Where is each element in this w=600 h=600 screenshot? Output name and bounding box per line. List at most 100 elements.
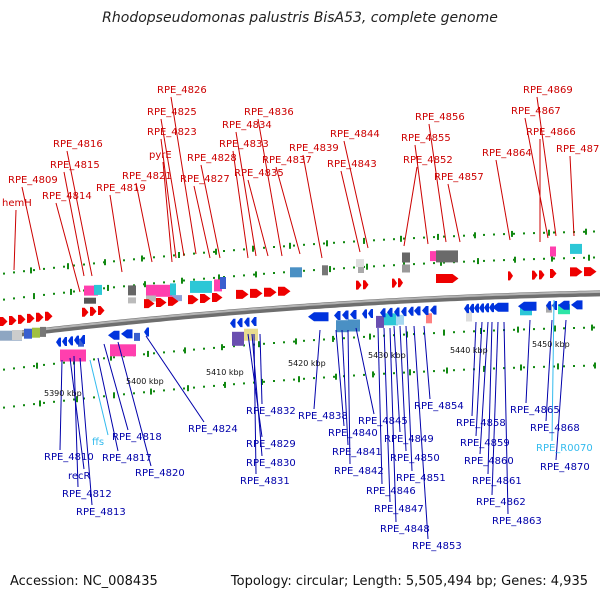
track-dot — [423, 332, 425, 335]
track-dot — [393, 372, 395, 375]
track-dot — [403, 333, 405, 336]
track-dot — [283, 379, 285, 382]
forward-gene — [356, 280, 362, 290]
feature-block — [94, 284, 102, 295]
leader-line — [69, 357, 85, 470]
gene-label-bottom: RPE_4824 — [188, 424, 238, 435]
leader-line — [63, 171, 85, 277]
reverse-gene — [546, 301, 551, 311]
reverse-gene — [414, 306, 421, 316]
track-tick — [104, 259, 106, 266]
track-dot — [53, 362, 55, 365]
gene-label-bottom: RPE_4812 — [62, 489, 112, 500]
gene-label-bottom: RPE_4868 — [530, 423, 580, 434]
track-dot — [273, 380, 275, 382]
track-dot — [163, 255, 165, 258]
track-dot — [353, 374, 355, 377]
forward-gene — [18, 314, 26, 324]
leader-line — [66, 150, 93, 277]
track-dot — [223, 346, 225, 348]
gene-label-top: RPE_4843 — [327, 159, 377, 170]
gene-label-top: RPE_4852 — [403, 155, 453, 166]
feature-block — [40, 326, 46, 337]
track-dot — [43, 401, 45, 404]
forward-gene — [168, 296, 179, 306]
track-dot — [303, 339, 305, 342]
leader-line — [393, 325, 401, 433]
track-tick — [406, 331, 408, 338]
leader-line — [251, 333, 263, 457]
gene-label-bottom: RPE_4829 — [246, 439, 296, 450]
feature-block — [128, 285, 136, 296]
gene-label-bottom: RPE_4859 — [460, 438, 510, 449]
feature-block — [60, 349, 86, 362]
track-dot — [403, 371, 405, 374]
track-dot — [363, 335, 365, 338]
forward-gene — [36, 312, 44, 322]
gene-label-top: RPE_4819 — [96, 183, 146, 194]
gene-label-bottom: RPE_4818 — [112, 432, 162, 443]
leader-line — [555, 319, 567, 461]
forward-gene — [90, 306, 97, 316]
track-dot — [263, 342, 265, 345]
track-dot — [303, 269, 305, 272]
gene-label-bottom: RPE_4841 — [332, 447, 382, 458]
gene-label-top: RPE_4814 — [42, 191, 92, 202]
track-dot — [513, 366, 515, 369]
track-dot — [93, 262, 95, 265]
forward-gene — [392, 278, 397, 288]
track-tick — [181, 277, 183, 284]
leader-line — [247, 179, 269, 257]
track-dot — [293, 378, 295, 381]
feature-block — [376, 315, 384, 328]
track-dot — [413, 333, 415, 336]
track-dot — [543, 365, 545, 368]
track-dot — [193, 348, 195, 351]
leader-line — [423, 325, 431, 400]
gene-label-top: pyrE — [149, 150, 172, 161]
track-dot — [413, 263, 415, 266]
track-dot — [143, 391, 145, 394]
track-tick — [187, 385, 189, 392]
feature-block — [402, 252, 410, 263]
track-tick — [511, 230, 513, 237]
forward-gene — [9, 315, 17, 325]
leader-line — [21, 186, 41, 271]
leader-line — [447, 183, 461, 243]
genome-backbone — [0, 290, 600, 340]
track-tick — [477, 258, 479, 265]
track-tick — [261, 378, 263, 385]
gene-label-top: RPE_4864 — [482, 148, 532, 159]
track-dot — [533, 328, 535, 331]
track-dot — [493, 367, 495, 370]
feature-block — [570, 243, 582, 254]
track-tick — [551, 255, 553, 262]
track-tick — [329, 266, 331, 273]
track-dot — [103, 287, 105, 290]
track-dot — [313, 269, 315, 272]
leader-line — [335, 329, 345, 427]
feature-block — [78, 338, 84, 347]
track-tick — [446, 367, 448, 374]
track-dot — [593, 326, 595, 329]
gene-label-bottom: RPE_4831 — [240, 476, 290, 487]
forward-gene — [264, 287, 277, 297]
reverse-gene — [422, 305, 429, 315]
backbone-layer — [0, 290, 600, 340]
gene-label-bottom: RPE_4862 — [476, 497, 526, 508]
feature-block — [348, 319, 360, 332]
track-dot — [193, 386, 195, 389]
leader-line — [302, 154, 323, 259]
track-tick — [369, 333, 371, 340]
reverse-gene — [484, 303, 489, 313]
track-dot — [73, 398, 75, 401]
leader-line — [405, 325, 413, 472]
forward-gene — [200, 294, 211, 304]
scale-label: 5450 kbp — [532, 340, 570, 349]
reverse-gene — [430, 305, 437, 315]
leader-line — [145, 335, 205, 423]
gene-label-top: RPE_4855 — [401, 133, 451, 144]
track-dot — [163, 389, 165, 392]
gene-label-top: RPE_4815 — [50, 160, 100, 171]
track-dot — [263, 246, 265, 249]
